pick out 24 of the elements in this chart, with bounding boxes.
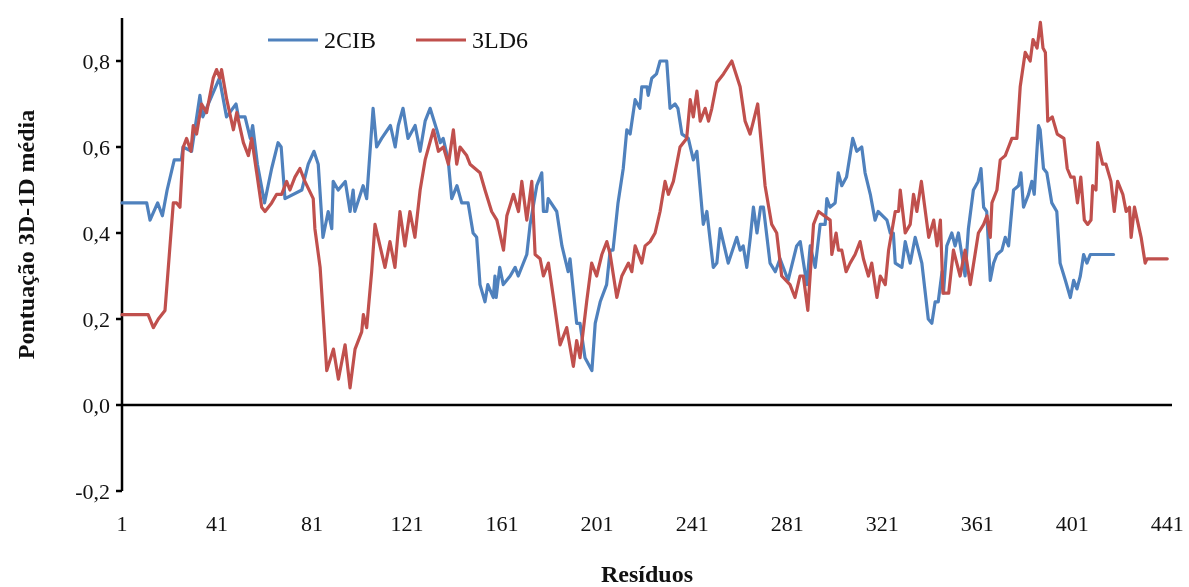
line-series (120, 59, 1116, 373)
x-axis-title: Resíduos (600, 561, 694, 587)
x-tick-label: 441 (1150, 511, 1184, 536)
y-tick-label: 0,4 (82, 220, 110, 246)
line-series (120, 20, 1169, 390)
x-tick-label: 1 (116, 511, 128, 536)
x-tick-label: 321 (865, 511, 899, 536)
legend-label: 2CIB (324, 27, 377, 54)
y-tick-label: -0,2 (75, 478, 110, 504)
legend-label: 3LD6 (472, 27, 528, 54)
x-tick-label: 281 (770, 511, 804, 536)
y-axis-title: Pontuação 3D-1D média (13, 109, 39, 360)
x-tick-label: 401 (1055, 511, 1089, 536)
x-tick-label: 41 (206, 511, 229, 536)
y-tick-label: 0,6 (82, 134, 110, 160)
x-tick-label: 121 (390, 511, 424, 536)
x-tick-label: 241 (675, 511, 709, 536)
x-tick-label: 81 (301, 511, 324, 536)
y-tick-label: 0,8 (82, 48, 110, 74)
y-tick-label: 0,2 (82, 306, 110, 332)
x-tick-label: 201 (580, 511, 614, 536)
y-tick-label: 0,0 (82, 392, 110, 418)
x-tick-label: 361 (960, 511, 994, 536)
x-tick-label: 161 (485, 511, 519, 536)
